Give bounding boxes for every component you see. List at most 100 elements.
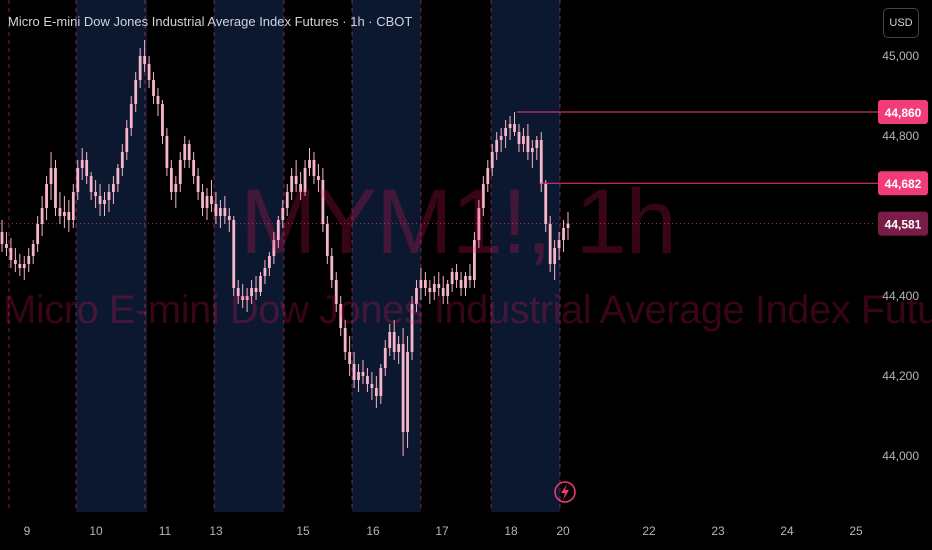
svg-text:44,581: 44,581 bbox=[885, 218, 922, 232]
x-tick-label: 15 bbox=[296, 524, 310, 538]
candle bbox=[513, 112, 516, 136]
candle bbox=[374, 376, 378, 408]
candle bbox=[415, 280, 418, 312]
candle bbox=[147, 56, 151, 88]
x-tick-label: 20 bbox=[556, 524, 570, 538]
candle bbox=[548, 216, 552, 272]
candle bbox=[299, 172, 302, 200]
candle bbox=[281, 200, 285, 228]
candle bbox=[312, 152, 316, 184]
candle bbox=[45, 176, 48, 220]
candle bbox=[397, 336, 401, 364]
candle bbox=[183, 136, 187, 168]
candle bbox=[89, 172, 93, 200]
candle bbox=[522, 128, 525, 152]
candle bbox=[5, 232, 8, 256]
y-tick-label: 44,800 bbox=[882, 129, 919, 143]
x-tick-label: 9 bbox=[24, 524, 31, 538]
candle bbox=[499, 128, 503, 152]
lightning-icon[interactable] bbox=[554, 481, 576, 503]
candle bbox=[178, 152, 182, 192]
x-tick-label: 10 bbox=[89, 524, 103, 538]
candle bbox=[196, 168, 200, 200]
candle bbox=[174, 176, 178, 208]
candle bbox=[343, 320, 347, 360]
candle bbox=[446, 280, 450, 304]
candle bbox=[383, 340, 387, 376]
candle bbox=[187, 140, 191, 168]
candle bbox=[0, 220, 4, 252]
price-axis[interactable]: 45,000 44,800 44,400 44,200 44,000 bbox=[882, 49, 919, 463]
candle bbox=[428, 280, 432, 304]
candle bbox=[330, 248, 334, 288]
candle bbox=[437, 272, 441, 296]
candle bbox=[361, 360, 365, 384]
candle bbox=[473, 232, 476, 288]
candle bbox=[94, 180, 97, 208]
x-tick-label: 22 bbox=[642, 524, 656, 538]
price-level-label: 44,860 bbox=[885, 106, 922, 120]
price-level-44860[interactable]: 44,860 bbox=[517, 100, 928, 124]
candle bbox=[205, 188, 209, 220]
currency-button[interactable]: USD bbox=[883, 8, 919, 38]
candle bbox=[76, 160, 80, 200]
candle bbox=[259, 272, 262, 296]
time-axis[interactable]: 9 10 11 13 15 16 17 18 20 22 23 24 25 bbox=[24, 524, 863, 538]
candle bbox=[116, 164, 120, 192]
candle bbox=[143, 40, 147, 72]
candle bbox=[317, 164, 320, 192]
session-band bbox=[491, 0, 560, 512]
candle bbox=[419, 268, 423, 300]
candle bbox=[504, 120, 508, 148]
candle bbox=[535, 136, 539, 160]
candle bbox=[495, 132, 499, 160]
candle bbox=[27, 248, 31, 272]
y-tick-label: 45,000 bbox=[882, 49, 919, 63]
candle bbox=[9, 238, 13, 268]
candle bbox=[562, 220, 565, 252]
candle bbox=[544, 180, 548, 232]
candle bbox=[379, 364, 383, 404]
x-tick-label: 11 bbox=[159, 524, 172, 538]
y-tick-label: 44,400 bbox=[882, 289, 919, 303]
candle bbox=[566, 212, 570, 240]
candle bbox=[450, 268, 454, 292]
candle bbox=[49, 152, 53, 200]
candle bbox=[517, 124, 521, 152]
y-tick-label: 44,200 bbox=[882, 369, 919, 383]
candle bbox=[481, 176, 485, 216]
candle bbox=[18, 254, 22, 276]
session-band bbox=[352, 0, 421, 512]
candle bbox=[107, 184, 111, 212]
price-level-44682[interactable]: 44,682 bbox=[540, 171, 928, 196]
candle bbox=[67, 200, 71, 232]
x-tick-label: 18 bbox=[504, 524, 518, 538]
candle bbox=[441, 276, 445, 304]
session-dividers bbox=[8, 0, 561, 512]
candle bbox=[13, 248, 17, 272]
candle bbox=[455, 264, 458, 288]
candle bbox=[352, 352, 356, 388]
candle bbox=[245, 288, 249, 312]
candle bbox=[152, 72, 155, 104]
x-tick-label: 16 bbox=[366, 524, 380, 538]
candle bbox=[272, 232, 276, 264]
candle bbox=[236, 280, 240, 304]
price-level-label: 44,682 bbox=[885, 177, 922, 191]
candle bbox=[370, 372, 374, 400]
candle bbox=[161, 100, 164, 144]
candle bbox=[285, 184, 289, 216]
candle bbox=[401, 328, 405, 456]
candle bbox=[388, 324, 392, 356]
candle bbox=[357, 364, 360, 392]
candle bbox=[539, 132, 543, 192]
session-band bbox=[214, 0, 284, 512]
x-tick-label: 24 bbox=[780, 524, 794, 538]
candle bbox=[62, 196, 66, 228]
candle bbox=[36, 216, 40, 252]
candle bbox=[254, 276, 258, 300]
candle bbox=[54, 160, 57, 216]
candle bbox=[71, 184, 75, 228]
candle bbox=[85, 152, 89, 184]
